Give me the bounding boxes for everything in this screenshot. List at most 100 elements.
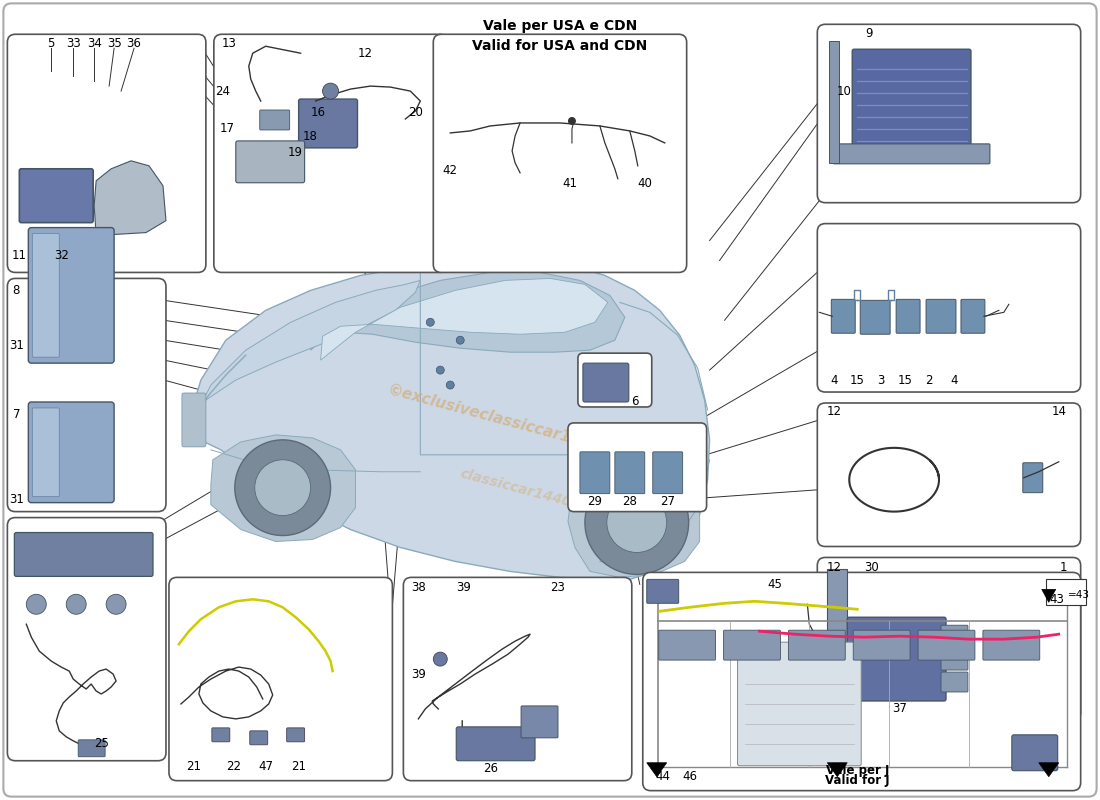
Text: 17: 17 (219, 122, 234, 135)
Text: 13: 13 (221, 37, 236, 50)
Text: 37: 37 (892, 702, 906, 715)
Text: 20: 20 (408, 106, 422, 119)
FancyBboxPatch shape (169, 578, 393, 781)
Circle shape (568, 117, 576, 125)
Text: 23: 23 (550, 581, 565, 594)
FancyBboxPatch shape (940, 650, 968, 670)
Polygon shape (320, 278, 608, 360)
Polygon shape (647, 762, 667, 777)
Circle shape (106, 594, 127, 614)
Polygon shape (189, 281, 420, 428)
Circle shape (66, 594, 86, 614)
Text: 12: 12 (827, 561, 842, 574)
Polygon shape (183, 261, 710, 579)
FancyBboxPatch shape (615, 452, 645, 494)
Text: Vale per USA e CDN: Vale per USA e CDN (483, 19, 637, 34)
Circle shape (607, 493, 667, 553)
Text: 4: 4 (950, 374, 958, 386)
FancyBboxPatch shape (940, 626, 968, 645)
FancyBboxPatch shape (854, 630, 910, 660)
FancyBboxPatch shape (817, 558, 1080, 721)
FancyBboxPatch shape (235, 141, 305, 182)
Circle shape (456, 336, 464, 344)
FancyBboxPatch shape (8, 278, 166, 512)
Polygon shape (827, 762, 847, 777)
Text: 6: 6 (631, 395, 638, 409)
Circle shape (433, 652, 448, 666)
Text: 30: 30 (864, 561, 879, 574)
Text: 40: 40 (637, 178, 652, 190)
Text: 33: 33 (66, 37, 80, 50)
FancyBboxPatch shape (404, 578, 631, 781)
Text: 27: 27 (660, 495, 675, 508)
Polygon shape (1042, 590, 1056, 602)
Polygon shape (95, 161, 166, 235)
FancyBboxPatch shape (182, 393, 206, 447)
FancyBboxPatch shape (940, 672, 968, 692)
Text: 39: 39 (411, 667, 426, 681)
Text: 1: 1 (1060, 561, 1067, 574)
Text: Vale per J: Vale per J (825, 764, 889, 777)
Text: 38: 38 (411, 581, 426, 594)
FancyBboxPatch shape (817, 224, 1080, 392)
Polygon shape (827, 570, 847, 711)
FancyBboxPatch shape (8, 34, 206, 273)
Text: 26: 26 (483, 762, 497, 775)
FancyBboxPatch shape (250, 731, 267, 745)
FancyBboxPatch shape (737, 642, 861, 766)
Text: 34: 34 (87, 37, 101, 50)
FancyBboxPatch shape (14, 533, 153, 576)
FancyBboxPatch shape (260, 110, 289, 130)
Text: 10: 10 (837, 85, 851, 98)
Text: 5: 5 (47, 37, 55, 50)
FancyBboxPatch shape (578, 353, 651, 407)
Circle shape (447, 381, 454, 389)
FancyBboxPatch shape (789, 630, 845, 660)
FancyBboxPatch shape (29, 228, 114, 363)
FancyBboxPatch shape (287, 728, 305, 742)
FancyBboxPatch shape (213, 34, 448, 273)
Polygon shape (568, 470, 700, 578)
FancyBboxPatch shape (647, 579, 679, 603)
FancyBboxPatch shape (642, 572, 1080, 790)
Circle shape (585, 470, 689, 574)
FancyBboxPatch shape (1012, 735, 1058, 770)
Text: 31: 31 (9, 493, 24, 506)
FancyBboxPatch shape (32, 408, 59, 497)
FancyBboxPatch shape (896, 299, 920, 334)
FancyBboxPatch shape (212, 728, 230, 742)
Text: 43: 43 (1049, 593, 1064, 606)
FancyBboxPatch shape (961, 299, 984, 334)
Text: 22: 22 (227, 760, 241, 774)
Text: 18: 18 (304, 130, 318, 143)
Polygon shape (310, 273, 625, 352)
Text: classiccar1440p: classiccar1440p (458, 466, 582, 513)
FancyBboxPatch shape (659, 630, 716, 660)
Text: 24: 24 (216, 85, 230, 98)
Circle shape (427, 318, 434, 326)
Text: 41: 41 (562, 178, 578, 190)
Text: 45: 45 (767, 578, 782, 591)
Text: 28: 28 (623, 495, 637, 508)
FancyBboxPatch shape (834, 144, 990, 164)
FancyBboxPatch shape (433, 34, 686, 273)
Polygon shape (829, 42, 839, 163)
Circle shape (322, 83, 339, 99)
FancyBboxPatch shape (652, 452, 683, 494)
FancyBboxPatch shape (860, 300, 890, 334)
Text: 21: 21 (186, 760, 201, 774)
Text: 19: 19 (288, 146, 304, 159)
FancyBboxPatch shape (1023, 462, 1043, 493)
Text: 14: 14 (1052, 406, 1066, 418)
Circle shape (255, 460, 310, 515)
Text: 2: 2 (925, 374, 933, 386)
Text: 7: 7 (12, 409, 20, 422)
Circle shape (437, 366, 444, 374)
Text: 12: 12 (358, 46, 373, 60)
Text: 15: 15 (850, 374, 865, 386)
Text: 47: 47 (258, 760, 273, 774)
Text: 46: 46 (682, 770, 697, 783)
Text: 15: 15 (898, 374, 913, 386)
Text: Valid for J: Valid for J (825, 774, 890, 786)
FancyBboxPatch shape (847, 618, 946, 701)
